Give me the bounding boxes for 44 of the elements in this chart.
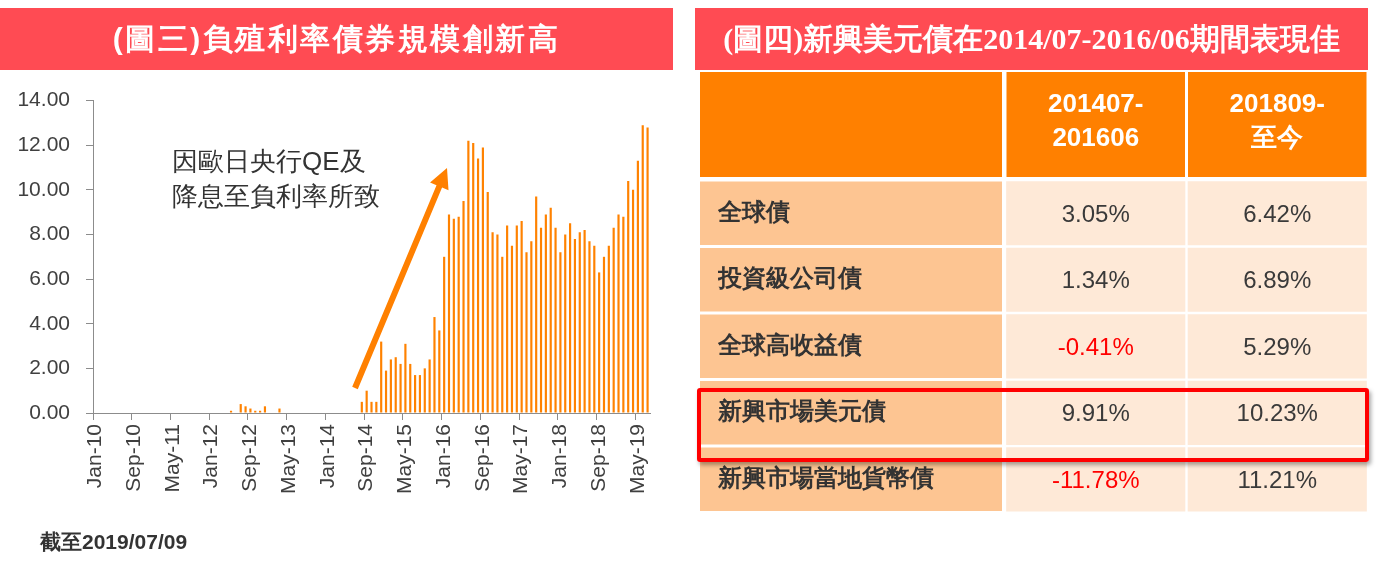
- y-tick-label: 12.00: [17, 132, 70, 156]
- x-tick-label: Jan-18: [547, 424, 571, 489]
- x-tick-label: Jan-16: [430, 424, 454, 489]
- y-tick-label: 2.00: [29, 355, 70, 379]
- x-tick-label: May-17: [508, 424, 532, 495]
- x-tick-label: Jan-14: [314, 423, 338, 489]
- x-tick-label: May-11: [159, 424, 183, 493]
- data-label: -0.41%: [1057, 332, 1134, 360]
- y-tick-label: 全球債: [717, 197, 790, 225]
- x-tick-label: 201809-至今: [1229, 88, 1325, 153]
- x-tick-label: 201407-201606: [1048, 88, 1144, 153]
- data-label: 6.42%: [1243, 199, 1312, 227]
- y-tick-label: 14.00: [17, 87, 70, 111]
- x-tick-label: Sep-18: [585, 424, 609, 492]
- x-tick-label: Sep-10: [120, 424, 144, 492]
- x-tick-label: Sep-12: [237, 424, 261, 492]
- y-tick-label: 新興市場當地貨幣債: [717, 463, 934, 491]
- chart-title: (圖四)新興美元債在2014/07-2016/06期間表現佳: [723, 20, 1340, 57]
- data-label: 10.23%: [1236, 399, 1318, 427]
- y-tick-label: 投資級公司債: [717, 264, 862, 292]
- data-label: 5.29%: [1243, 332, 1312, 360]
- x-tick-label: Sep-14: [353, 423, 377, 492]
- data-label: 11.21%: [1237, 465, 1318, 493]
- text: 截至2019/07/09: [39, 529, 188, 553]
- y-tick-label: 新興市場美元債: [717, 397, 886, 425]
- data-label: 1.34%: [1061, 266, 1130, 294]
- y-tick-label: 4.00: [29, 310, 70, 334]
- x-tick-label: May-15: [392, 424, 416, 495]
- chart-title: (圖三)負殖利率債券規模創新高: [112, 20, 561, 57]
- y-tick-label: 6.00: [29, 265, 70, 289]
- y-tick-label: 10.00: [17, 176, 70, 200]
- data-label: 3.05%: [1061, 199, 1130, 227]
- x-tick-label: May-19: [624, 424, 648, 495]
- x-tick-label: May-13: [275, 424, 299, 495]
- data-label: -11.78%: [1051, 465, 1140, 493]
- y-tick-label: 全球高收益債: [717, 330, 862, 358]
- data-label: 9.91%: [1061, 399, 1130, 427]
- x-tick-label: Sep-16: [469, 424, 493, 492]
- x-tick-label: Jan-10: [82, 424, 106, 489]
- data-label: 6.89%: [1243, 266, 1312, 294]
- x-tick-label: Jan-12: [198, 424, 222, 489]
- y-tick-label: 0.00: [29, 399, 70, 423]
- y-tick-label: 8.00: [29, 221, 70, 245]
- annotation: 因歐日央行QE及降息至負利率所致: [172, 146, 380, 212]
